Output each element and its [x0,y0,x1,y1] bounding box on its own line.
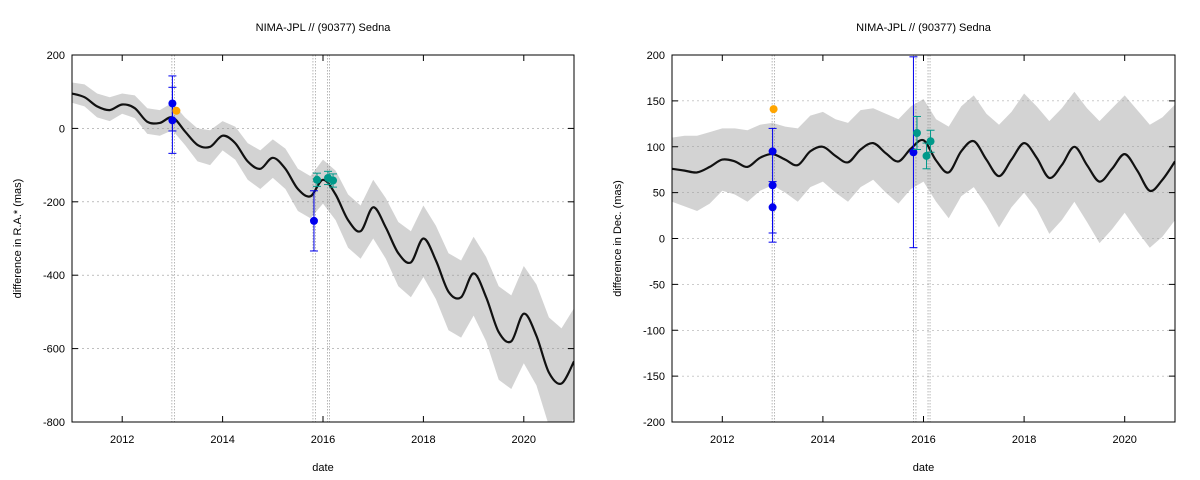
data-point [922,151,931,160]
data-point [912,128,921,137]
data-point [329,176,338,185]
y-tick-label: -50 [649,279,665,291]
y-axis-label: difference in Dec. (mas) [612,180,624,297]
model-line [72,92,574,385]
y-tick-label: 100 [647,142,665,154]
chart-panel-1: -800 -600 -400 -200 0 200 2012 2014 2016 2018 2020… [12,22,575,474]
y-tick-label: -150 [643,371,665,383]
data-point [768,147,777,156]
data-point [769,105,778,114]
x-tick-label: 2018 [411,434,435,446]
y-tick-label: 200 [47,50,65,62]
chart-title: NIMA-JPL // (90377) Sedna [256,22,392,34]
y-tick-label: -600 [43,344,65,356]
data-point [909,148,918,157]
data-point [926,137,935,146]
y-tick-label: -200 [43,197,65,209]
data-point [168,116,177,125]
y-tick-label: 0 [659,234,665,246]
x-tick-label: 2020 [512,434,536,446]
y-tick-label: 200 [647,50,665,62]
y-tick-label: 50 [653,188,665,200]
y-tick-label: -800 [43,417,65,429]
uncertainty-band [72,82,574,422]
y-tick-label: -400 [43,270,65,282]
chart-panel-2: -200 -150 -100 -50 0 50 100 150 200 2012 2014 2016 2… [612,22,1176,474]
model-line [672,138,1175,193]
x-tick-label: 2012 [710,434,734,446]
x-tick-label: 2012 [110,434,134,446]
x-tick-label: 2016 [311,434,335,446]
data-point [768,203,777,212]
chart-title: NIMA-JPL // (90377) Sedna [856,22,992,34]
x-axis-label: date [312,462,333,474]
x-tick-label: 2014 [210,434,234,446]
x-tick-label: 2020 [1112,434,1136,446]
data-point [172,106,181,115]
data-point [312,175,321,184]
y-tick-label: 150 [647,96,665,108]
x-tick-label: 2014 [811,434,835,446]
x-axis-label: date [913,462,934,474]
y-tick-label: -100 [643,325,665,337]
y-tick-label: -200 [643,417,665,429]
x-tick-label: 2016 [911,434,935,446]
data-point [309,216,318,225]
x-tick-label: 2018 [1012,434,1036,446]
uncertainty-band [672,91,1175,248]
y-axis-label: difference in R.A.* (mas) [12,179,24,299]
y-tick-label: 0 [59,123,65,135]
